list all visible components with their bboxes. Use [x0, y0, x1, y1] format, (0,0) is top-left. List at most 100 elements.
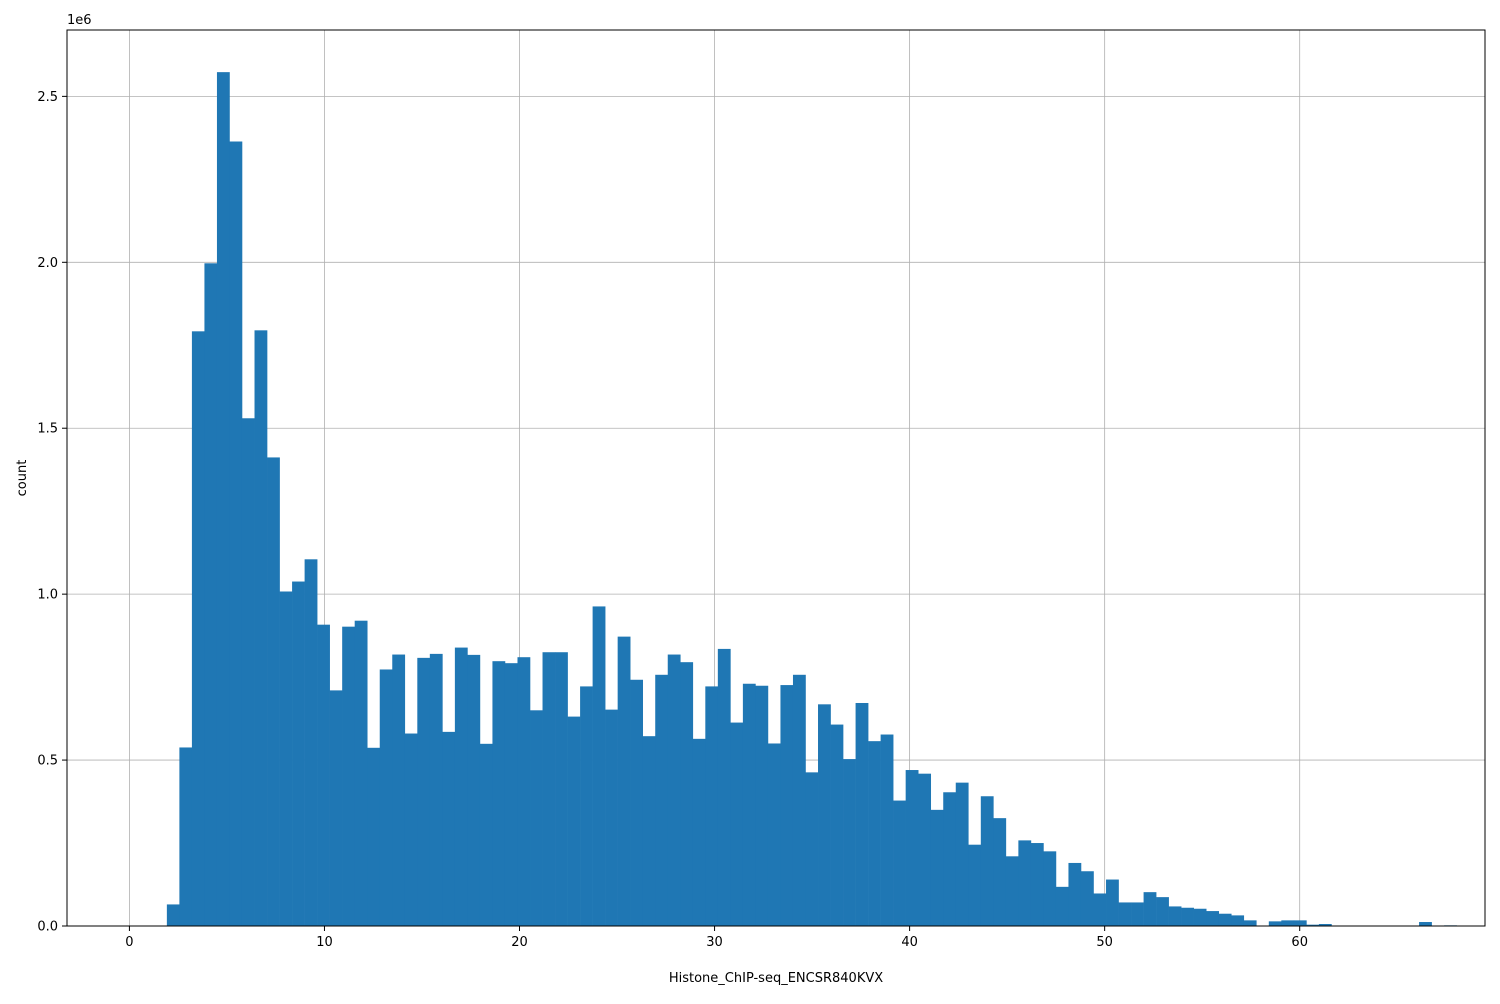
- histogram-bar: [267, 457, 280, 926]
- y-tick-label: 2.0: [37, 256, 58, 271]
- histogram-bar: [254, 330, 268, 926]
- histogram-bar: [479, 743, 493, 926]
- histogram-bar: [918, 773, 932, 926]
- histogram-bar: [292, 581, 305, 926]
- histogram-bar: [943, 792, 957, 926]
- histogram-bar: [317, 624, 330, 926]
- histogram-bar: [742, 683, 756, 926]
- histogram-bar: [592, 606, 606, 926]
- histogram-bar: [504, 663, 518, 926]
- histogram-bar: [780, 685, 794, 926]
- x-tick-label: 0: [125, 935, 133, 950]
- histogram-bar: [379, 669, 393, 926]
- histogram-bar: [404, 733, 418, 926]
- histogram-bar: [1043, 851, 1057, 926]
- histogram-bar: [1193, 908, 1207, 926]
- histogram-bar: [1268, 921, 1282, 926]
- histogram-bar: [204, 263, 218, 926]
- histogram-bar: [805, 772, 819, 926]
- histogram-bar: [642, 736, 656, 926]
- histogram-bar: [530, 710, 543, 926]
- histogram-bar: [179, 747, 193, 926]
- histogram-bar: [968, 844, 982, 926]
- x-tick-label: 50: [1096, 935, 1113, 950]
- histogram-bar: [329, 690, 343, 926]
- histogram-bar: [630, 679, 644, 926]
- plot-frame: [66, 29, 1486, 927]
- histogram-bar: [216, 72, 230, 926]
- x-tick-label: 10: [316, 935, 333, 950]
- histogram-bar: [442, 731, 456, 926]
- histogram-bar: [1168, 906, 1182, 926]
- histogram-bar: [166, 904, 180, 926]
- histogram-bar: [1218, 913, 1232, 926]
- histogram-bar: [1243, 920, 1257, 926]
- y-tick-label: 1.5: [37, 422, 58, 437]
- y-tick-label: 0.0: [37, 920, 58, 935]
- histogram-bar: [617, 636, 631, 926]
- y-axis-label: count: [15, 460, 30, 497]
- histogram-bar: [905, 770, 919, 926]
- histogram-bar: [1018, 840, 1032, 926]
- histogram-bar: [1306, 924, 1320, 926]
- histogram-bar: [692, 738, 706, 926]
- histogram-bar: [467, 654, 481, 926]
- histogram-bar: [354, 620, 368, 926]
- histogram-bar: [454, 647, 468, 926]
- histogram-bar: [279, 591, 293, 926]
- histogram-bar: [492, 661, 506, 926]
- histogram-bar: [1131, 902, 1144, 926]
- tick-layer: 0 10 20 30 40 50 60 0.0 0.5 1.0 1.5 2.0 2.5: [37, 90, 1308, 950]
- histogram-bar: [955, 782, 969, 926]
- histogram-bar: [1068, 862, 1082, 926]
- histogram-bar: [893, 800, 906, 926]
- x-tick-label: 40: [901, 935, 918, 950]
- x-tick-label: 30: [706, 935, 723, 950]
- histogram-bar: [1156, 897, 1169, 926]
- histogram-bar: [567, 716, 581, 926]
- histogram-bar: [843, 759, 856, 926]
- histogram-bar: [1118, 902, 1132, 926]
- histogram-bar: [1093, 893, 1107, 926]
- histogram-bar: [429, 653, 443, 926]
- bar-layer: [166, 72, 1457, 927]
- histogram-bar: [367, 747, 381, 926]
- histogram-bar: [392, 654, 406, 926]
- histogram-bar: [241, 418, 255, 926]
- histogram-bar: [1080, 871, 1094, 926]
- histogram-bar: [555, 652, 568, 926]
- histogram-bar: [1231, 915, 1245, 926]
- histogram-bar: [705, 686, 719, 926]
- histogram-bar: [792, 674, 806, 926]
- histogram-bar: [730, 722, 744, 926]
- histogram-bar: [417, 657, 431, 926]
- histogram-bar: [717, 648, 731, 926]
- histogram-bar: [1419, 922, 1432, 926]
- y-tick-label: 0.5: [37, 754, 58, 769]
- y-tick-label: 1.0: [37, 588, 58, 603]
- y-tick-label: 2.5: [37, 90, 58, 105]
- histogram-bar: [1318, 924, 1332, 926]
- histogram-bar: [767, 743, 781, 926]
- histogram-bar: [304, 559, 318, 926]
- histogram-bar: [667, 654, 681, 926]
- histogram-bar: [930, 809, 944, 926]
- histogram-bar: [855, 702, 869, 926]
- histogram-bar: [1143, 892, 1157, 926]
- histogram-bar: [1055, 886, 1069, 926]
- histogram-bar: [1030, 843, 1044, 926]
- histogram-bar: [655, 674, 669, 926]
- histogram-bar: [229, 141, 243, 927]
- histogram-bar: [1281, 920, 1295, 926]
- histogram-bar: [605, 709, 618, 926]
- histogram-bar: [542, 652, 556, 926]
- histogram-bar: [580, 686, 593, 926]
- histogram-bar: [191, 331, 205, 926]
- histogram-bar: [680, 662, 694, 926]
- histogram-bar: [980, 796, 994, 926]
- histogram-bar: [993, 818, 1007, 926]
- x-tick-label: 60: [1291, 935, 1308, 950]
- y-offset-label: 1e6: [67, 13, 92, 28]
